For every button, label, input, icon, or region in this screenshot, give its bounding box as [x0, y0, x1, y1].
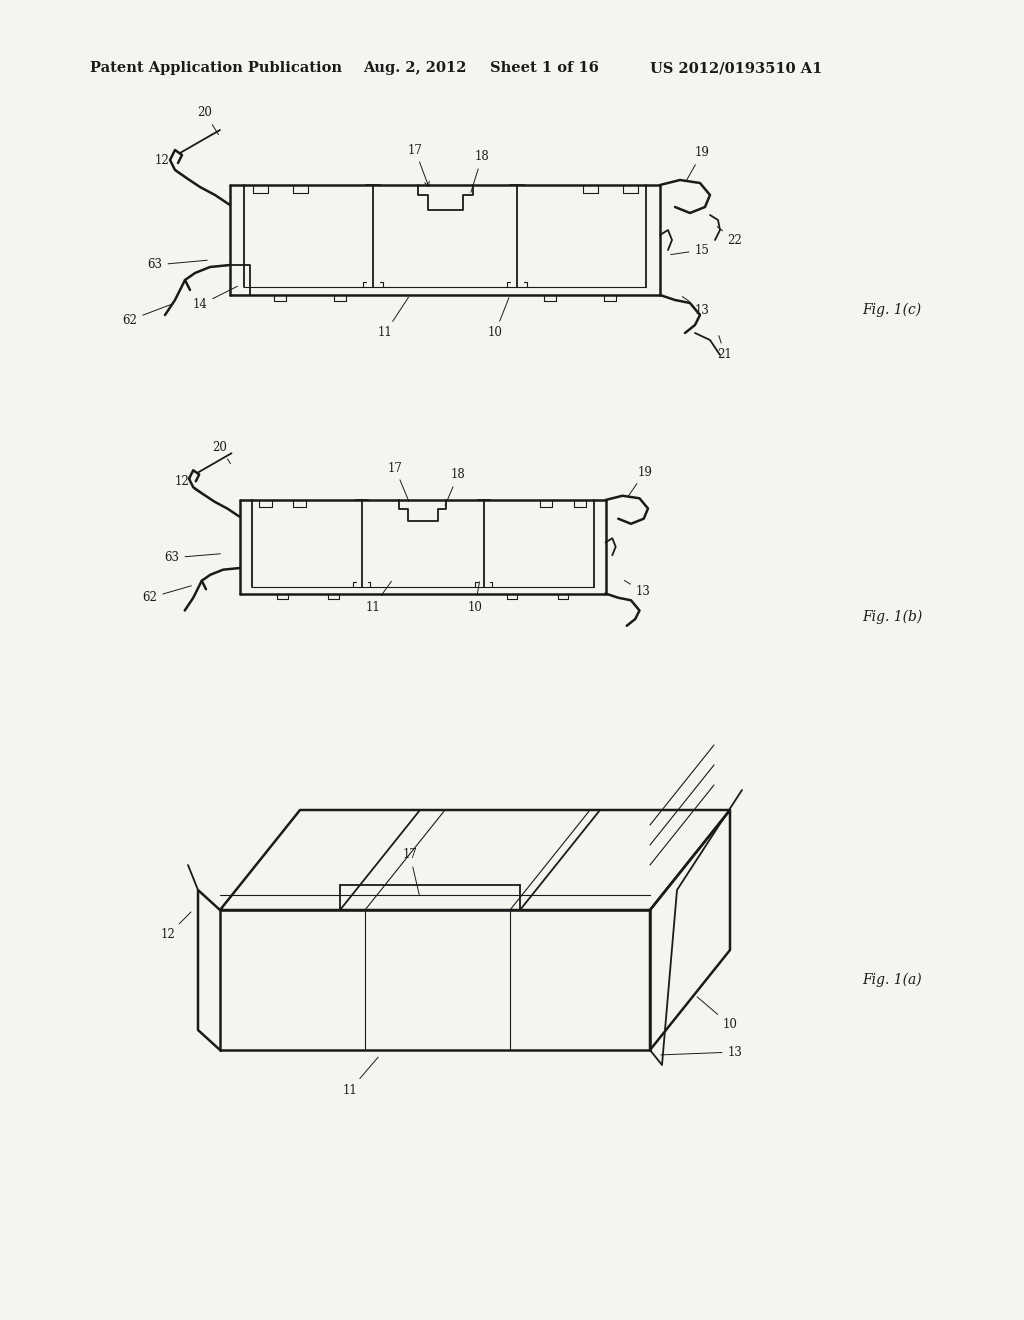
Text: 63: 63 [147, 259, 207, 272]
Text: 15: 15 [671, 243, 710, 256]
Text: 10: 10 [487, 297, 509, 339]
Text: 19: 19 [629, 466, 652, 496]
Text: 22: 22 [717, 227, 742, 247]
Text: 17: 17 [387, 462, 409, 502]
Text: 13: 13 [660, 1045, 742, 1059]
Text: 12: 12 [161, 912, 191, 941]
Text: 18: 18 [445, 469, 465, 506]
Text: 10: 10 [697, 997, 737, 1031]
Text: 10: 10 [468, 582, 482, 614]
Text: Fig. 1(c): Fig. 1(c) [862, 302, 922, 317]
Text: Aug. 2, 2012: Aug. 2, 2012 [362, 61, 467, 75]
Text: US 2012/0193510 A1: US 2012/0193510 A1 [650, 61, 822, 75]
Text: 20: 20 [198, 107, 218, 135]
Text: Patent Application Publication: Patent Application Publication [90, 61, 342, 75]
Text: 13: 13 [682, 297, 710, 317]
Text: 17: 17 [402, 849, 420, 895]
Text: 18: 18 [471, 150, 489, 193]
Text: 62: 62 [142, 586, 191, 605]
Text: Fig. 1(b): Fig. 1(b) [862, 610, 923, 624]
Text: 11: 11 [366, 581, 391, 614]
Text: 11: 11 [343, 1057, 378, 1097]
Text: 12: 12 [175, 475, 204, 495]
Text: 17: 17 [408, 144, 429, 186]
Text: 11: 11 [378, 297, 409, 339]
Text: 12: 12 [155, 153, 187, 178]
Text: 19: 19 [686, 147, 710, 181]
Text: 21: 21 [718, 335, 732, 362]
Text: Fig. 1(a): Fig. 1(a) [862, 973, 922, 987]
Text: 63: 63 [165, 552, 220, 565]
Text: Sheet 1 of 16: Sheet 1 of 16 [490, 61, 599, 75]
Text: 20: 20 [213, 441, 230, 463]
Text: 62: 62 [123, 304, 172, 326]
Text: 14: 14 [193, 286, 238, 312]
Text: 13: 13 [625, 581, 650, 598]
